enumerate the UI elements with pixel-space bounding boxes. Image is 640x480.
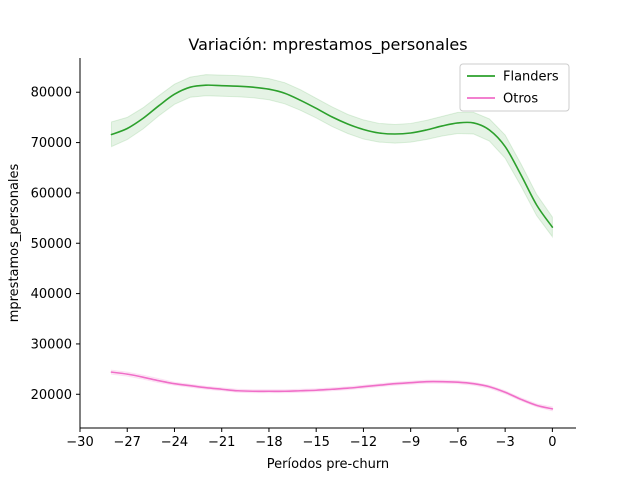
y-tick-label: 40000 <box>31 287 72 302</box>
y-tick-label: 30000 <box>31 337 72 352</box>
x-axis-label: Períodos pre-churn <box>267 457 389 472</box>
y-tick-label: 80000 <box>31 86 72 101</box>
confidence-band-otros <box>110 369 553 412</box>
y-ticks: 20000 30000 40000 50000 60000 70000 80000 <box>31 86 80 403</box>
x-tick-label: −15 <box>302 435 329 450</box>
confidence-bands <box>110 74 553 412</box>
x-tick-label: −9 <box>401 435 420 450</box>
x-tick-label: −24 <box>161 435 188 450</box>
x-tick-label: −12 <box>350 435 377 450</box>
y-tick-label: 20000 <box>31 388 72 403</box>
y-axis-label: mprestamos_personales <box>7 163 22 322</box>
x-tick-label: −27 <box>114 435 141 450</box>
chart-title: Variación: mprestamos_personales <box>188 35 467 55</box>
series-line-otros <box>110 371 554 410</box>
x-tick-label: −30 <box>66 435 93 450</box>
x-tick-label: −3 <box>496 435 515 450</box>
y-tick-label: 70000 <box>31 136 72 151</box>
series-line-flanders <box>110 84 554 228</box>
legend-label-flanders: Flanders <box>503 70 559 85</box>
y-tick-label: 50000 <box>31 237 72 252</box>
x-tick-label: −6 <box>448 435 467 450</box>
legend-items: Flanders Otros <box>467 70 559 107</box>
x-tick-label: 0 <box>548 435 556 450</box>
legend-label-otros: Otros <box>503 92 538 107</box>
confidence-band-flanders <box>110 74 553 239</box>
y-tick-label: 60000 <box>31 186 72 201</box>
legend: Flanders Otros <box>459 63 570 112</box>
series-lines <box>110 84 554 410</box>
x-ticks: −30 −27 −24 −21 −18 −15 −12 −9 −6 −3 0 <box>66 428 557 450</box>
x-tick-label: −21 <box>208 435 235 450</box>
x-tick-label: −18 <box>255 435 282 450</box>
